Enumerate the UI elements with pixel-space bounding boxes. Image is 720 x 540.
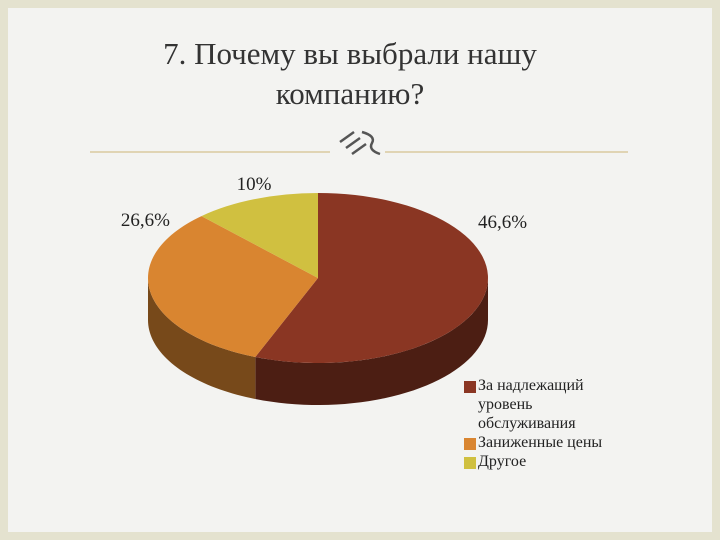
legend-item: Заниженные цены bbox=[464, 433, 624, 452]
legend-label: За надлежащий уровень обслуживания bbox=[478, 377, 584, 432]
legend-label: Другое bbox=[478, 453, 527, 470]
legend-label: Заниженные цены bbox=[478, 434, 603, 451]
legend-swatch bbox=[464, 438, 476, 450]
legend-swatch bbox=[464, 457, 476, 469]
data-label: 46,6% bbox=[478, 212, 527, 233]
legend-item: Другое bbox=[464, 452, 624, 471]
legend: За надлежащий уровень обслуживания Заниже… bbox=[464, 376, 624, 471]
legend-swatch bbox=[464, 381, 476, 393]
pie-slice bbox=[201, 193, 318, 278]
data-label: 10% bbox=[237, 174, 272, 195]
pie-slice bbox=[147, 216, 318, 358]
legend-item: За надлежащий уровень обслуживания bbox=[464, 376, 624, 433]
chart-title: 7. Почему вы выбрали нашу компанию? bbox=[163, 36, 537, 111]
pie-slice bbox=[255, 193, 488, 363]
decor-icon bbox=[339, 130, 381, 156]
data-label: 26,6% bbox=[121, 210, 170, 231]
slice-side bbox=[255, 278, 488, 405]
slice-side bbox=[148, 278, 256, 400]
